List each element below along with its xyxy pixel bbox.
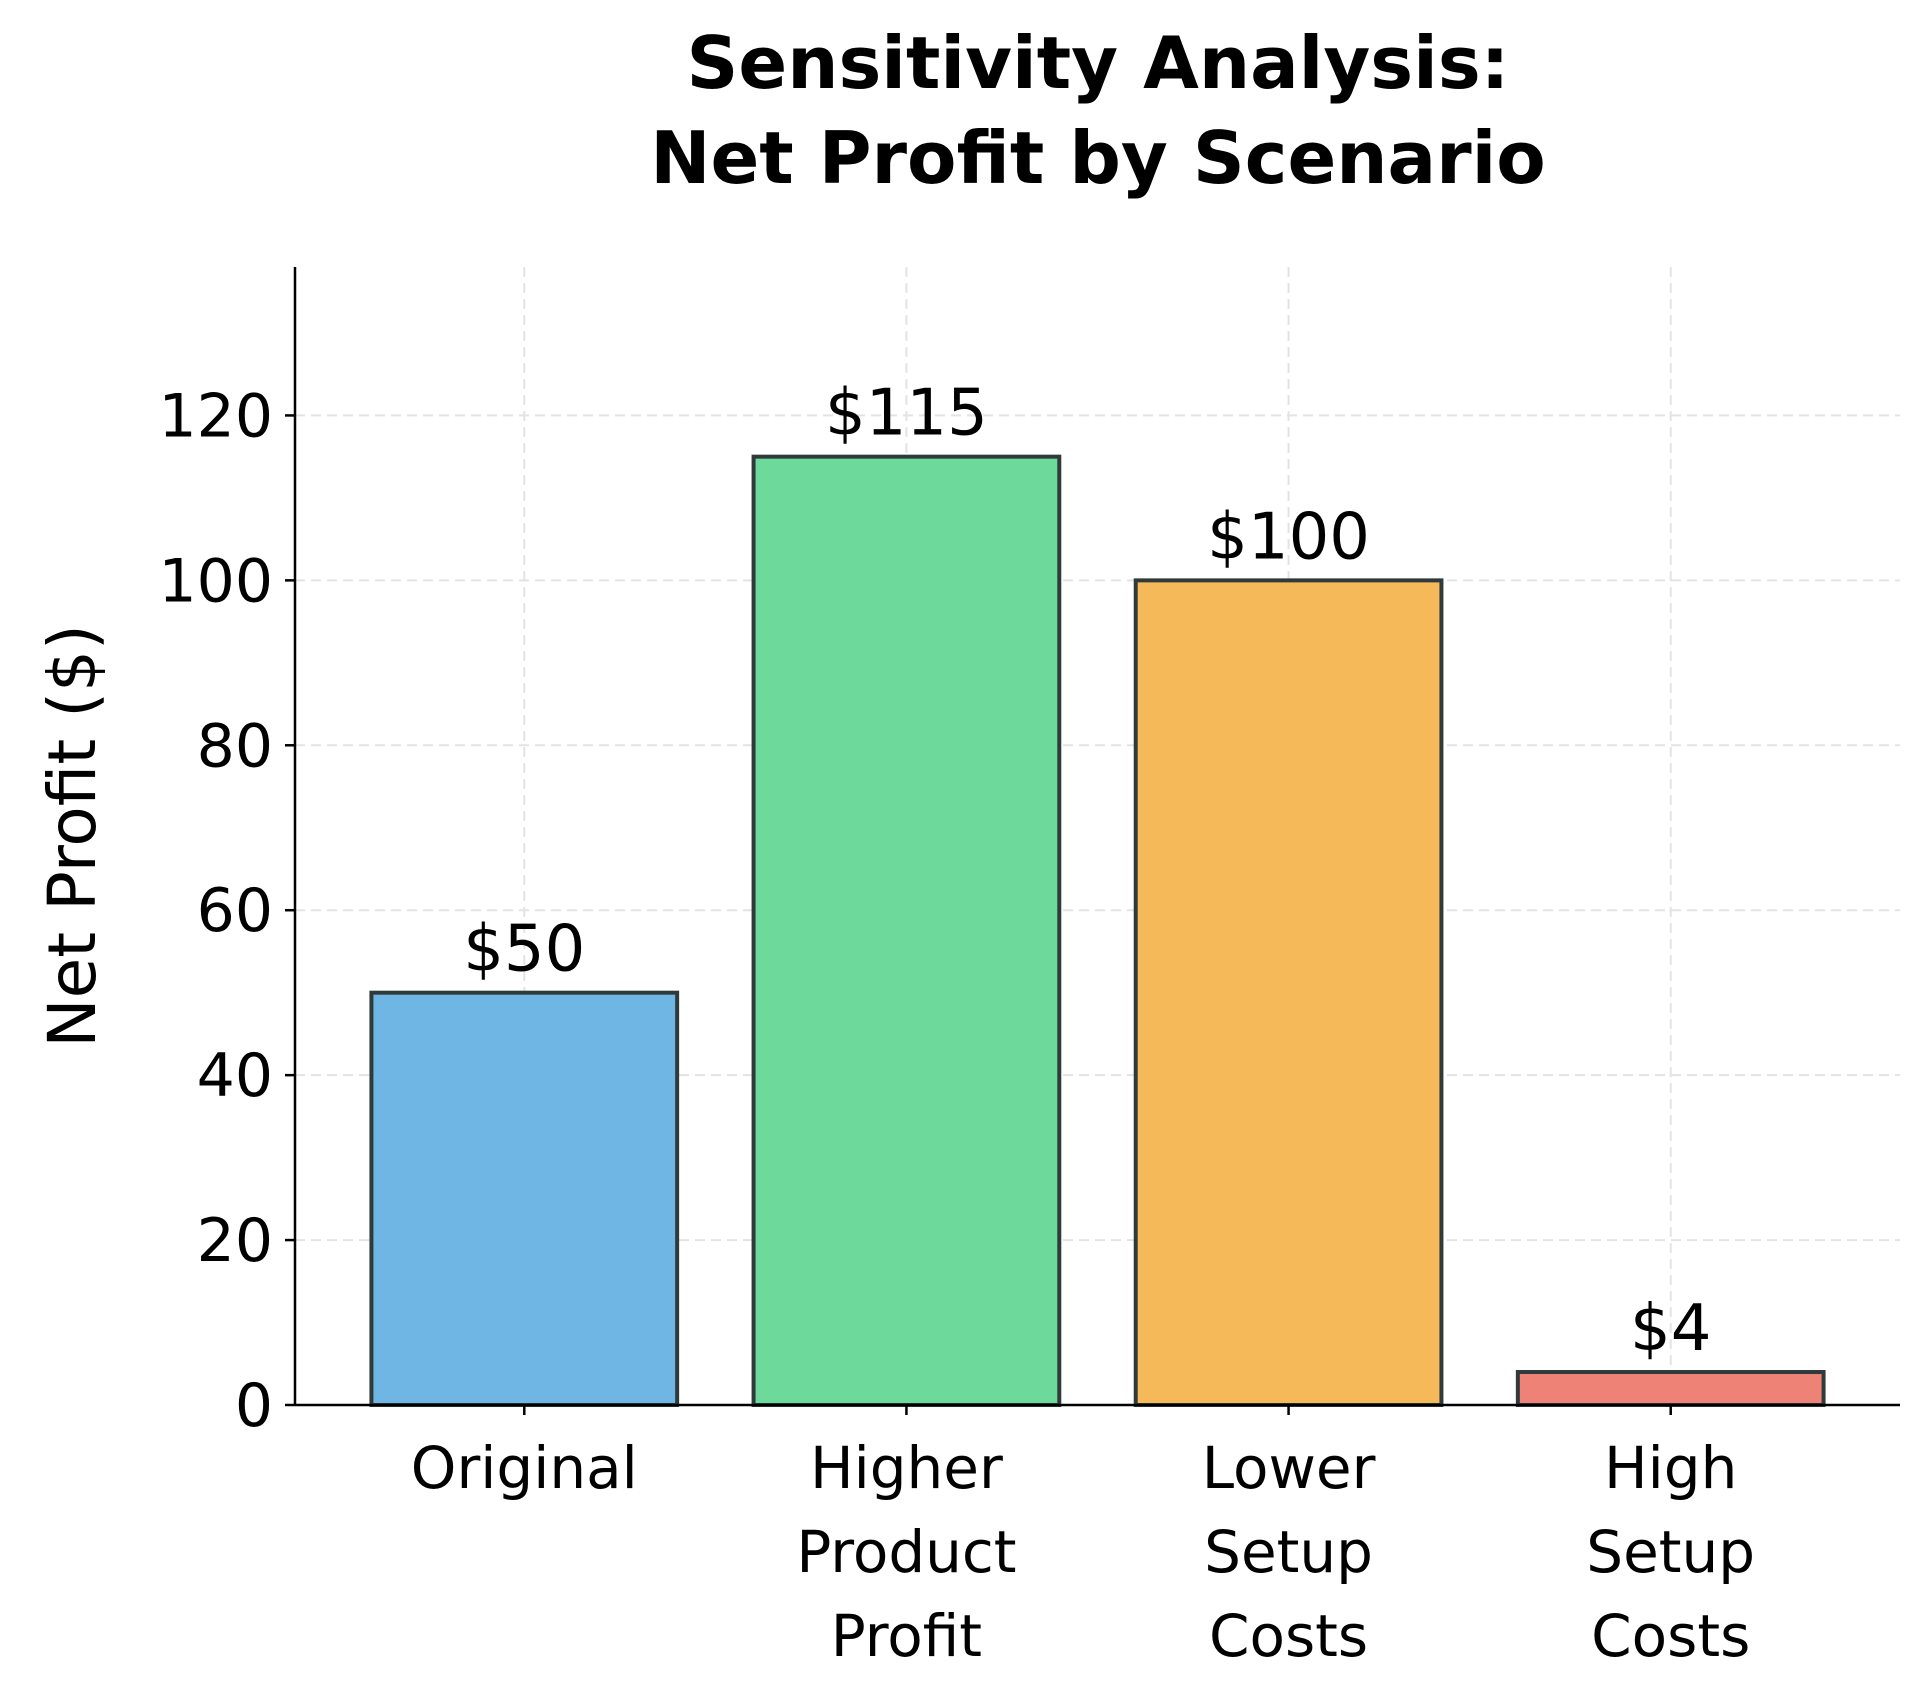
y-tick-label: 40 <box>197 1041 273 1111</box>
y-tick-label: 0 <box>235 1371 273 1441</box>
bar <box>1515 1370 1826 1408</box>
x-tick-label-line: High <box>1604 1434 1737 1502</box>
y-axis: 0 20 40 60 80 100 120 <box>158 267 1900 1441</box>
data-label: $50 <box>463 913 585 987</box>
x-tick-label-line: Costs <box>1591 1602 1750 1670</box>
data-labels: $50 $115 $100 $4 <box>463 377 1711 1366</box>
x-tick-label-line: Higher <box>810 1434 1003 1502</box>
x-tick-label-line: Setup <box>1586 1518 1755 1586</box>
data-label: $4 <box>1630 1292 1711 1366</box>
x-tick-label: High Setup Costs <box>1586 1434 1755 1670</box>
x-tick-label-line: Lower <box>1202 1434 1376 1502</box>
y-axis-label: Net Profit ($) <box>34 624 111 1047</box>
y-tick-label: 120 <box>158 381 273 451</box>
y-tick-label: 100 <box>158 546 273 616</box>
x-tick-label-line: Original <box>411 1434 638 1502</box>
bar <box>369 990 680 1407</box>
bar <box>1133 578 1444 1407</box>
chart-title-line-2: Net Profit by Scenario <box>650 116 1546 200</box>
x-axis: Original Higher Product Profit Lower Setup Cos… <box>295 1403 1900 1670</box>
x-tick-label-line: Costs <box>1209 1602 1368 1670</box>
x-tick-label-line: Setup <box>1204 1518 1373 1586</box>
bars <box>369 454 1826 1408</box>
x-tick-label: Original <box>411 1434 638 1502</box>
x-tick-label-line: Profit <box>831 1602 982 1670</box>
x-tick-label: Higher Product Profit <box>796 1434 1016 1670</box>
chart-title-line-1: Sensitivity Analysis: <box>687 21 1510 105</box>
x-tick-label-line: Product <box>796 1518 1016 1586</box>
y-tick-label: 20 <box>197 1206 273 1276</box>
x-tick-label: Lower Setup Costs <box>1202 1434 1376 1670</box>
data-label: $100 <box>1207 500 1370 574</box>
y-tick-label: 60 <box>197 876 273 946</box>
bar <box>751 454 1062 1407</box>
y-tick-label: 80 <box>197 711 273 781</box>
data-label: $115 <box>825 377 988 451</box>
